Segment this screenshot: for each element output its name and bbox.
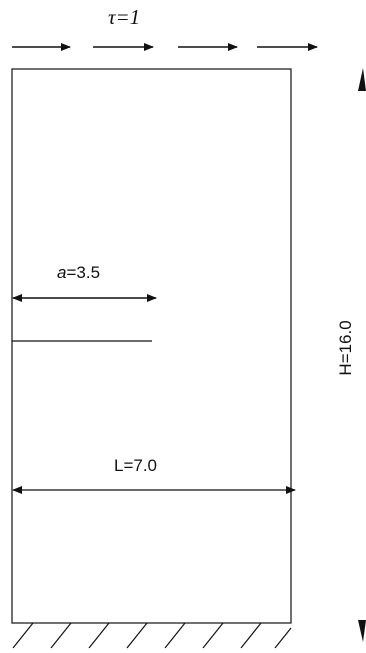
width-label: L=7.0 — [114, 456, 157, 475]
height-arrow-bottom-head — [358, 620, 366, 642]
hatch-line-5 — [164, 622, 186, 649]
height-arrow-top-head — [358, 68, 366, 91]
hatch-line-4 — [126, 622, 148, 649]
hatch-line-8 — [274, 627, 292, 649]
fixed-support-hatching — [12, 622, 292, 649]
crack-length-symbol: a — [57, 263, 66, 282]
hatch-line-1 — [12, 622, 34, 649]
crack-length-label: a=3.5 — [57, 263, 100, 282]
specimen-outline — [11, 68, 292, 624]
hatch-line-3 — [88, 622, 110, 649]
shear-load-label: τ=1 — [108, 5, 140, 29]
crack-length-value: =3.5 — [66, 263, 100, 282]
hatch-line-7 — [240, 622, 262, 649]
height-label: H=16.0 — [336, 320, 355, 375]
hatch-line-6 — [202, 622, 224, 649]
hatch-line-2 — [50, 622, 72, 649]
